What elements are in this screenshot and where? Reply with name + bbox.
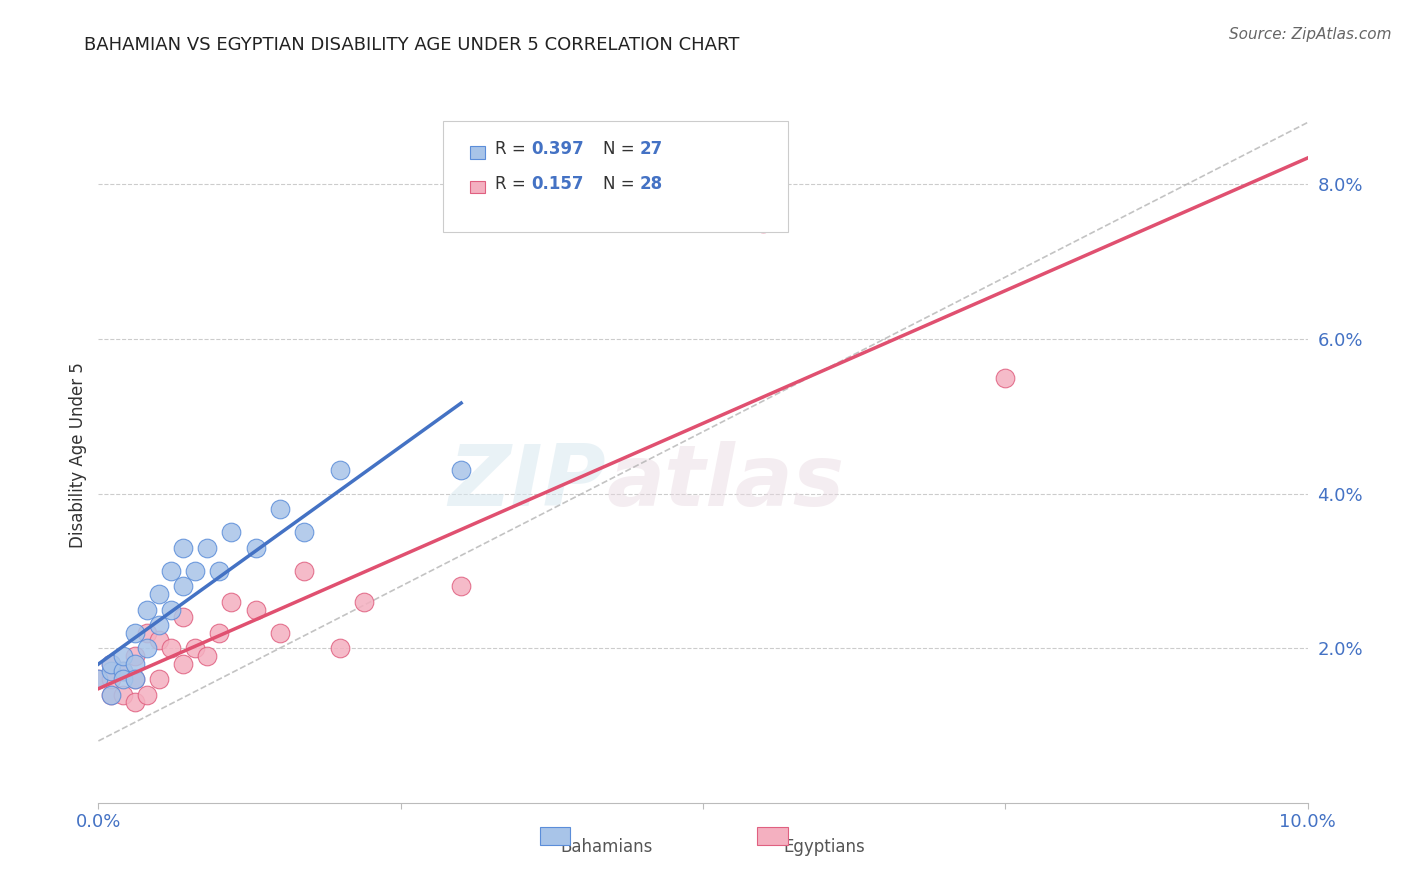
Text: 28: 28 bbox=[640, 175, 662, 194]
Point bbox=[148, 618, 170, 632]
Text: Bahamians: Bahamians bbox=[560, 838, 652, 855]
Point bbox=[195, 648, 218, 663]
Text: R =: R = bbox=[495, 175, 530, 194]
FancyBboxPatch shape bbox=[758, 827, 787, 845]
Point bbox=[172, 610, 194, 624]
Point bbox=[135, 602, 157, 616]
Text: BAHAMIAN VS EGYPTIAN DISABILITY AGE UNDER 5 CORRELATION CHART: BAHAMIAN VS EGYPTIAN DISABILITY AGE UNDE… bbox=[84, 36, 740, 54]
Point bbox=[124, 672, 146, 686]
Text: N =: N = bbox=[603, 140, 640, 159]
Text: atlas: atlas bbox=[606, 442, 845, 524]
Point bbox=[100, 657, 122, 671]
Text: ZIP: ZIP bbox=[449, 442, 606, 524]
Point bbox=[292, 525, 315, 540]
Point bbox=[208, 625, 231, 640]
Point bbox=[111, 648, 134, 663]
Point bbox=[160, 602, 183, 616]
Point bbox=[148, 672, 170, 686]
Point bbox=[100, 688, 122, 702]
Point bbox=[329, 463, 352, 477]
Point bbox=[172, 541, 194, 555]
Point bbox=[111, 688, 134, 702]
Point bbox=[111, 665, 134, 679]
Point bbox=[148, 587, 170, 601]
Point bbox=[752, 216, 775, 230]
Point bbox=[148, 633, 170, 648]
Point bbox=[184, 564, 207, 578]
Point bbox=[100, 657, 122, 671]
FancyBboxPatch shape bbox=[470, 181, 485, 194]
Point bbox=[221, 595, 243, 609]
Point bbox=[135, 688, 157, 702]
Point bbox=[100, 688, 122, 702]
Point bbox=[124, 625, 146, 640]
Point bbox=[450, 579, 472, 593]
Text: N =: N = bbox=[603, 175, 640, 194]
Point bbox=[195, 541, 218, 555]
Point bbox=[269, 502, 291, 516]
FancyBboxPatch shape bbox=[443, 121, 787, 232]
Point bbox=[124, 648, 146, 663]
Point bbox=[124, 695, 146, 709]
Y-axis label: Disability Age Under 5: Disability Age Under 5 bbox=[69, 362, 87, 548]
Point bbox=[87, 672, 110, 686]
Point bbox=[245, 541, 267, 555]
Point bbox=[160, 641, 183, 656]
Text: 27: 27 bbox=[640, 140, 662, 159]
FancyBboxPatch shape bbox=[470, 146, 485, 159]
Point bbox=[135, 625, 157, 640]
Point bbox=[124, 672, 146, 686]
Point bbox=[184, 641, 207, 656]
Text: Source: ZipAtlas.com: Source: ZipAtlas.com bbox=[1229, 27, 1392, 42]
Point bbox=[172, 657, 194, 671]
Point bbox=[208, 564, 231, 578]
Point bbox=[87, 672, 110, 686]
Text: 0.157: 0.157 bbox=[531, 175, 583, 194]
Text: R =: R = bbox=[495, 140, 530, 159]
Point bbox=[124, 657, 146, 671]
Point bbox=[100, 672, 122, 686]
Point bbox=[329, 641, 352, 656]
Point bbox=[160, 564, 183, 578]
Point bbox=[994, 370, 1017, 384]
Point bbox=[450, 463, 472, 477]
Text: 0.397: 0.397 bbox=[531, 140, 583, 159]
Point bbox=[245, 602, 267, 616]
Point bbox=[172, 579, 194, 593]
Text: Egyptians: Egyptians bbox=[783, 838, 865, 855]
Point bbox=[111, 665, 134, 679]
Point bbox=[100, 665, 122, 679]
FancyBboxPatch shape bbox=[540, 827, 569, 845]
Point bbox=[111, 672, 134, 686]
Point bbox=[221, 525, 243, 540]
Point bbox=[353, 595, 375, 609]
Point bbox=[135, 641, 157, 656]
Point bbox=[269, 625, 291, 640]
Point bbox=[292, 564, 315, 578]
